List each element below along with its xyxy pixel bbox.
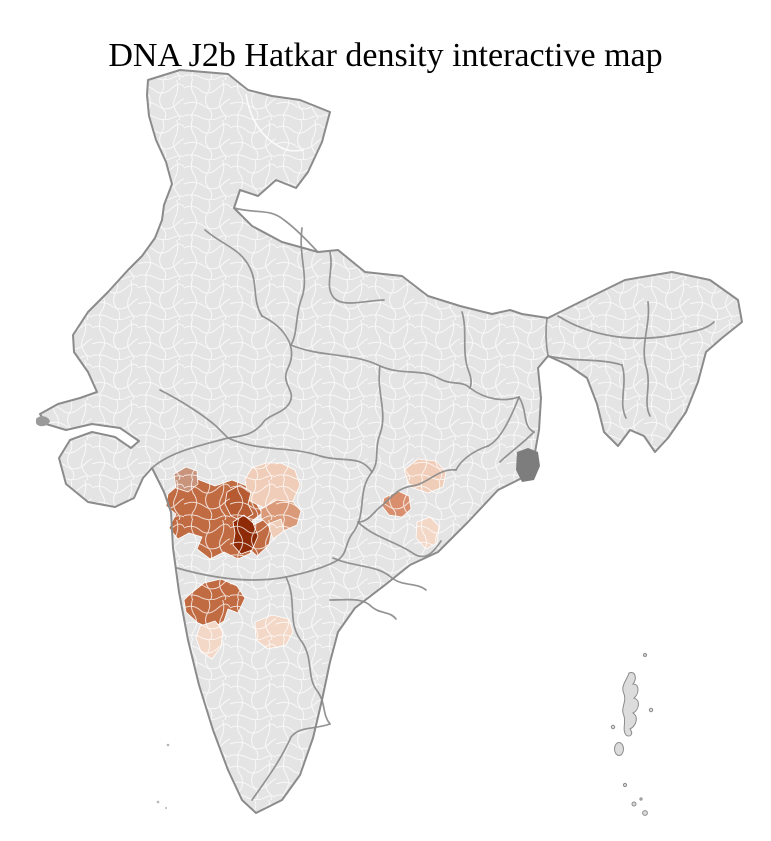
kutch-islet [36,416,50,427]
lakshadweep-islands [156,743,170,809]
state-borders [151,93,715,801]
sundarbans-delta [516,448,540,482]
page-title: DNA J2b Hatkar density interactive map [108,36,663,74]
kashmir-loc-line [245,93,305,152]
andaman-nicobar-islands [610,653,654,816]
